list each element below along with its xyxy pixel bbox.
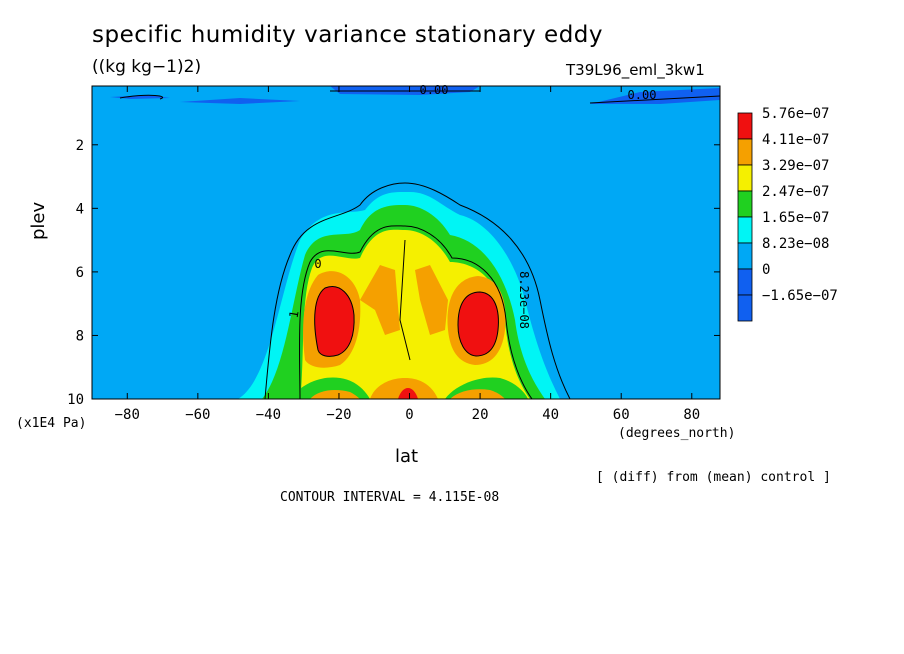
- y-axis-label: plev: [28, 201, 49, 240]
- x-tick-label: 40: [542, 407, 559, 423]
- colorbar-label: 0: [762, 262, 770, 278]
- x-axis-unit: (degrees_north): [618, 426, 736, 441]
- colorbar-swatch: [737, 216, 753, 244]
- y-tick-label: 10: [67, 392, 84, 408]
- y-tick-label: 6: [76, 265, 84, 281]
- x-tick-label: −80: [115, 407, 140, 423]
- negative-region: [180, 98, 300, 104]
- contour-label: 0.00: [420, 83, 449, 97]
- chart-title: specific humidity variance stationary ed…: [92, 22, 604, 48]
- colorbar-label: −1.65e−07: [762, 288, 838, 304]
- contour-lines: [119, 90, 720, 399]
- units-label: ((kg kg−1)2): [92, 57, 202, 77]
- contour-fill-329e-07-center: [415, 265, 448, 335]
- colorbar-label: 8.23e−08: [762, 236, 829, 252]
- x-tick-label: −60: [185, 407, 210, 423]
- run-id-label: T39L96_eml_3kw1: [566, 61, 705, 79]
- x-tick-label: −20: [326, 407, 351, 423]
- contour-labels: 0.00 0.00 8.23e−08 0 1: [287, 83, 657, 329]
- contour-label: 8.23e−08: [517, 271, 531, 329]
- x-axis: −80 −60 −40 −20 0 20 40 60 80: [115, 86, 700, 423]
- negative-region: [590, 88, 720, 104]
- colorbar: 5.76e−07 4.11e−07 3.29e−07 2.47e−07 1.65e−07…: [737, 106, 838, 322]
- colorbar-swatch: [737, 294, 753, 322]
- contour-fill-bottom-orange: [450, 389, 505, 399]
- colorbar-swatch: [737, 268, 753, 296]
- contour-label: 0.00: [628, 88, 657, 102]
- x-tick-label: 80: [683, 407, 700, 423]
- y-tick-label: 4: [76, 201, 84, 217]
- x-axis-label: lat: [395, 446, 419, 467]
- contour-fill-bottom-orange: [310, 390, 360, 399]
- contour-label: 0: [314, 257, 321, 271]
- colorbar-label: 2.47e−07: [762, 184, 829, 200]
- colorbar-label: 5.76e−07: [762, 106, 829, 122]
- contour-fill-bottom-red: [398, 388, 418, 399]
- contour-fill-layer: [92, 86, 720, 399]
- x-tick-label: 20: [472, 407, 489, 423]
- x-tick-label: 0: [405, 407, 413, 423]
- contour-fill-411e-07-left: [314, 286, 355, 357]
- colorbar-swatch: [737, 164, 753, 192]
- x-tick-label: 60: [613, 407, 630, 423]
- plot-frame: [91, 85, 721, 400]
- x-tick-label: −40: [256, 407, 281, 423]
- colorbar-swatch: [737, 138, 753, 166]
- colorbar-swatch: [737, 112, 753, 140]
- y-tick-label: 8: [76, 328, 84, 344]
- diff-note: [ (diff) from (mean) control ]: [596, 470, 831, 485]
- contour-label: 1: [287, 310, 302, 320]
- colorbar-swatch: [737, 242, 753, 270]
- colorbar-label: 4.11e−07: [762, 132, 829, 148]
- colorbar-label: 3.29e−07: [762, 158, 829, 174]
- colorbar-label: 1.65e−07: [762, 210, 829, 226]
- y-tick-label: 2: [76, 138, 84, 154]
- colorbar-swatch: [737, 190, 753, 218]
- contour-fill-411e-07-right: [458, 292, 499, 356]
- contour-fill-329e-07-center: [360, 265, 400, 335]
- y-axis-unit: (x1E4 Pa): [16, 416, 87, 431]
- contour-interval: CONTOUR INTERVAL = 4.115E-08: [280, 490, 500, 505]
- contour-fill-bottom-orange: [370, 378, 438, 399]
